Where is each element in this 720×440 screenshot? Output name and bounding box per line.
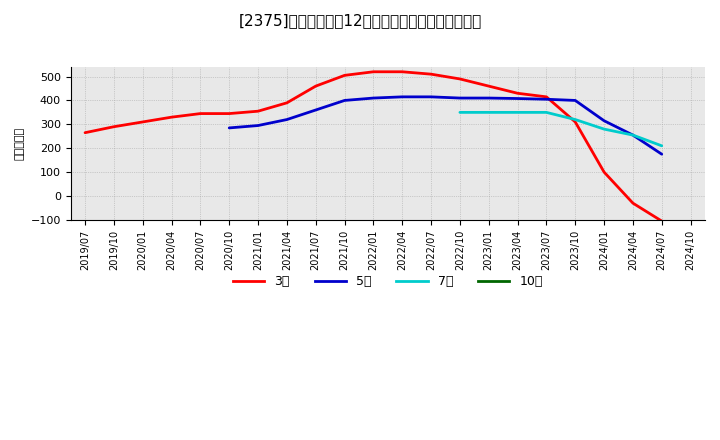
Legend: 3年, 5年, 7年, 10年: 3年, 5年, 7年, 10年 [228, 270, 548, 293]
Y-axis label: （百万円）: （百万円） [15, 127, 25, 160]
Text: [2375]　当期純利益12か月移動合計の平均値の推移: [2375] 当期純利益12か月移動合計の平均値の推移 [238, 13, 482, 28]
